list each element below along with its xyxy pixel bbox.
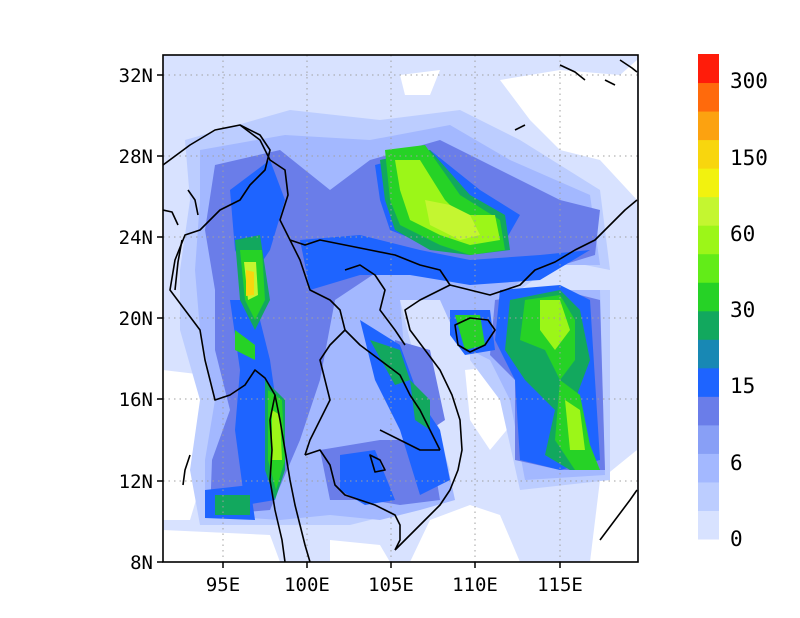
y-tick-label: 16N	[119, 389, 153, 411]
colorbar-swatch	[698, 367, 719, 397]
colorbar	[698, 54, 719, 540]
colorbar-labels: 0 6 15 30 60 150 300	[730, 69, 768, 551]
colorbar-swatch	[698, 253, 719, 283]
map-frame	[162, 54, 639, 563]
colorbar-swatch	[698, 139, 719, 169]
colorbar-swatch	[698, 481, 719, 511]
colorbar-swatch	[698, 510, 719, 540]
colorbar-label: 0	[730, 527, 743, 551]
y-tick-label: 12N	[119, 471, 153, 493]
y-tick-label: 8N	[130, 552, 153, 574]
y-tick-label: 24N	[119, 227, 153, 249]
colorbar-swatch	[698, 111, 719, 141]
colorbar-swatch	[698, 168, 719, 198]
precipitation-field	[163, 55, 638, 562]
band-150	[246, 270, 254, 296]
tick-marks	[157, 74, 561, 568]
colorbar-swatch	[698, 339, 719, 369]
x-axis-labels: 95E 100E 105E 110E 115E	[206, 574, 583, 596]
colorbar-swatch	[698, 396, 719, 426]
colorbar-swatch	[698, 424, 719, 454]
colorbar-label: 60	[730, 222, 755, 246]
colorbar-swatch	[698, 82, 719, 112]
colorbar-label: 150	[730, 146, 768, 170]
colorbar-label: 15	[730, 374, 755, 398]
colorbar-label: 6	[730, 451, 743, 475]
colorbar-swatch	[698, 196, 719, 226]
colorbar-label: 30	[730, 298, 755, 322]
colorbar-swatch	[698, 54, 719, 84]
x-tick-label: 115E	[537, 574, 583, 596]
y-tick-label: 20N	[119, 308, 153, 330]
colorbar-swatch	[698, 282, 719, 312]
colorbar-label: 300	[730, 69, 768, 93]
x-tick-label: 100E	[284, 574, 330, 596]
graticule	[163, 55, 638, 562]
x-tick-label: 110E	[452, 574, 498, 596]
colorbar-swatch	[698, 225, 719, 255]
coastlines	[163, 59, 638, 562]
colorbar-swatch	[698, 453, 719, 483]
x-tick-label: 105E	[368, 574, 414, 596]
y-axis-labels: 8N 12N 16N 20N 24N 28N 32N	[119, 65, 153, 574]
x-tick-label: 95E	[206, 574, 240, 596]
y-tick-label: 32N	[119, 65, 153, 87]
colorbar-swatch	[698, 310, 719, 340]
y-tick-label: 28N	[119, 146, 153, 168]
